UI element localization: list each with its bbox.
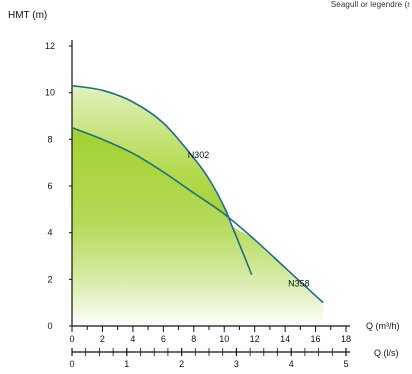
x2-tick-label-2: 2 [179, 359, 184, 369]
curve-gap-highlight [72, 85, 232, 226]
y-tick-label-4: 4 [47, 228, 52, 238]
corner-note: Seagull or legendre (r [330, 0, 410, 9]
y-tick-label-8: 8 [47, 134, 52, 144]
x-tick-label-14: 14 [280, 334, 290, 344]
x-axis-secondary-label: Q (l/s) [374, 348, 399, 358]
x-tick-label-6: 6 [161, 334, 166, 344]
y-tick-label-10: 10 [45, 88, 55, 98]
x-tick-label-0: 0 [69, 334, 74, 344]
axes-layer [69, 40, 350, 356]
x-tick-label-18: 18 [341, 334, 351, 344]
x2-tick-label-5: 5 [343, 359, 348, 369]
x2-tick-label-4: 4 [289, 359, 294, 369]
curve-label-n302: N302 [188, 150, 210, 160]
y-tick-label-0: 0 [47, 321, 52, 331]
x-tick-label-2: 2 [100, 334, 105, 344]
x-tick-label-8: 8 [191, 334, 196, 344]
y-tick-label-2: 2 [47, 274, 52, 284]
curve-n302 [71, 84, 253, 275]
y-tick-label-12: 12 [45, 41, 55, 51]
x2-tick-label-0: 0 [69, 359, 74, 369]
y-axis-label: HMT (m) [8, 10, 47, 21]
x2-tick-label-3: 3 [234, 359, 239, 369]
x2-tick-label-1: 1 [124, 359, 129, 369]
x-tick-label-12: 12 [250, 334, 260, 344]
curves-layer [71, 84, 324, 304]
curve-n358 [71, 126, 324, 304]
curve-label-n358: N358 [288, 278, 310, 288]
x-tick-label-10: 10 [219, 334, 229, 344]
x-tick-label-16: 16 [311, 334, 321, 344]
y-tick-label-6: 6 [47, 181, 52, 191]
x-axis-label: Q (m³/h) [366, 321, 400, 331]
x-tick-label-4: 4 [130, 334, 135, 344]
fill-layer [72, 85, 324, 327]
